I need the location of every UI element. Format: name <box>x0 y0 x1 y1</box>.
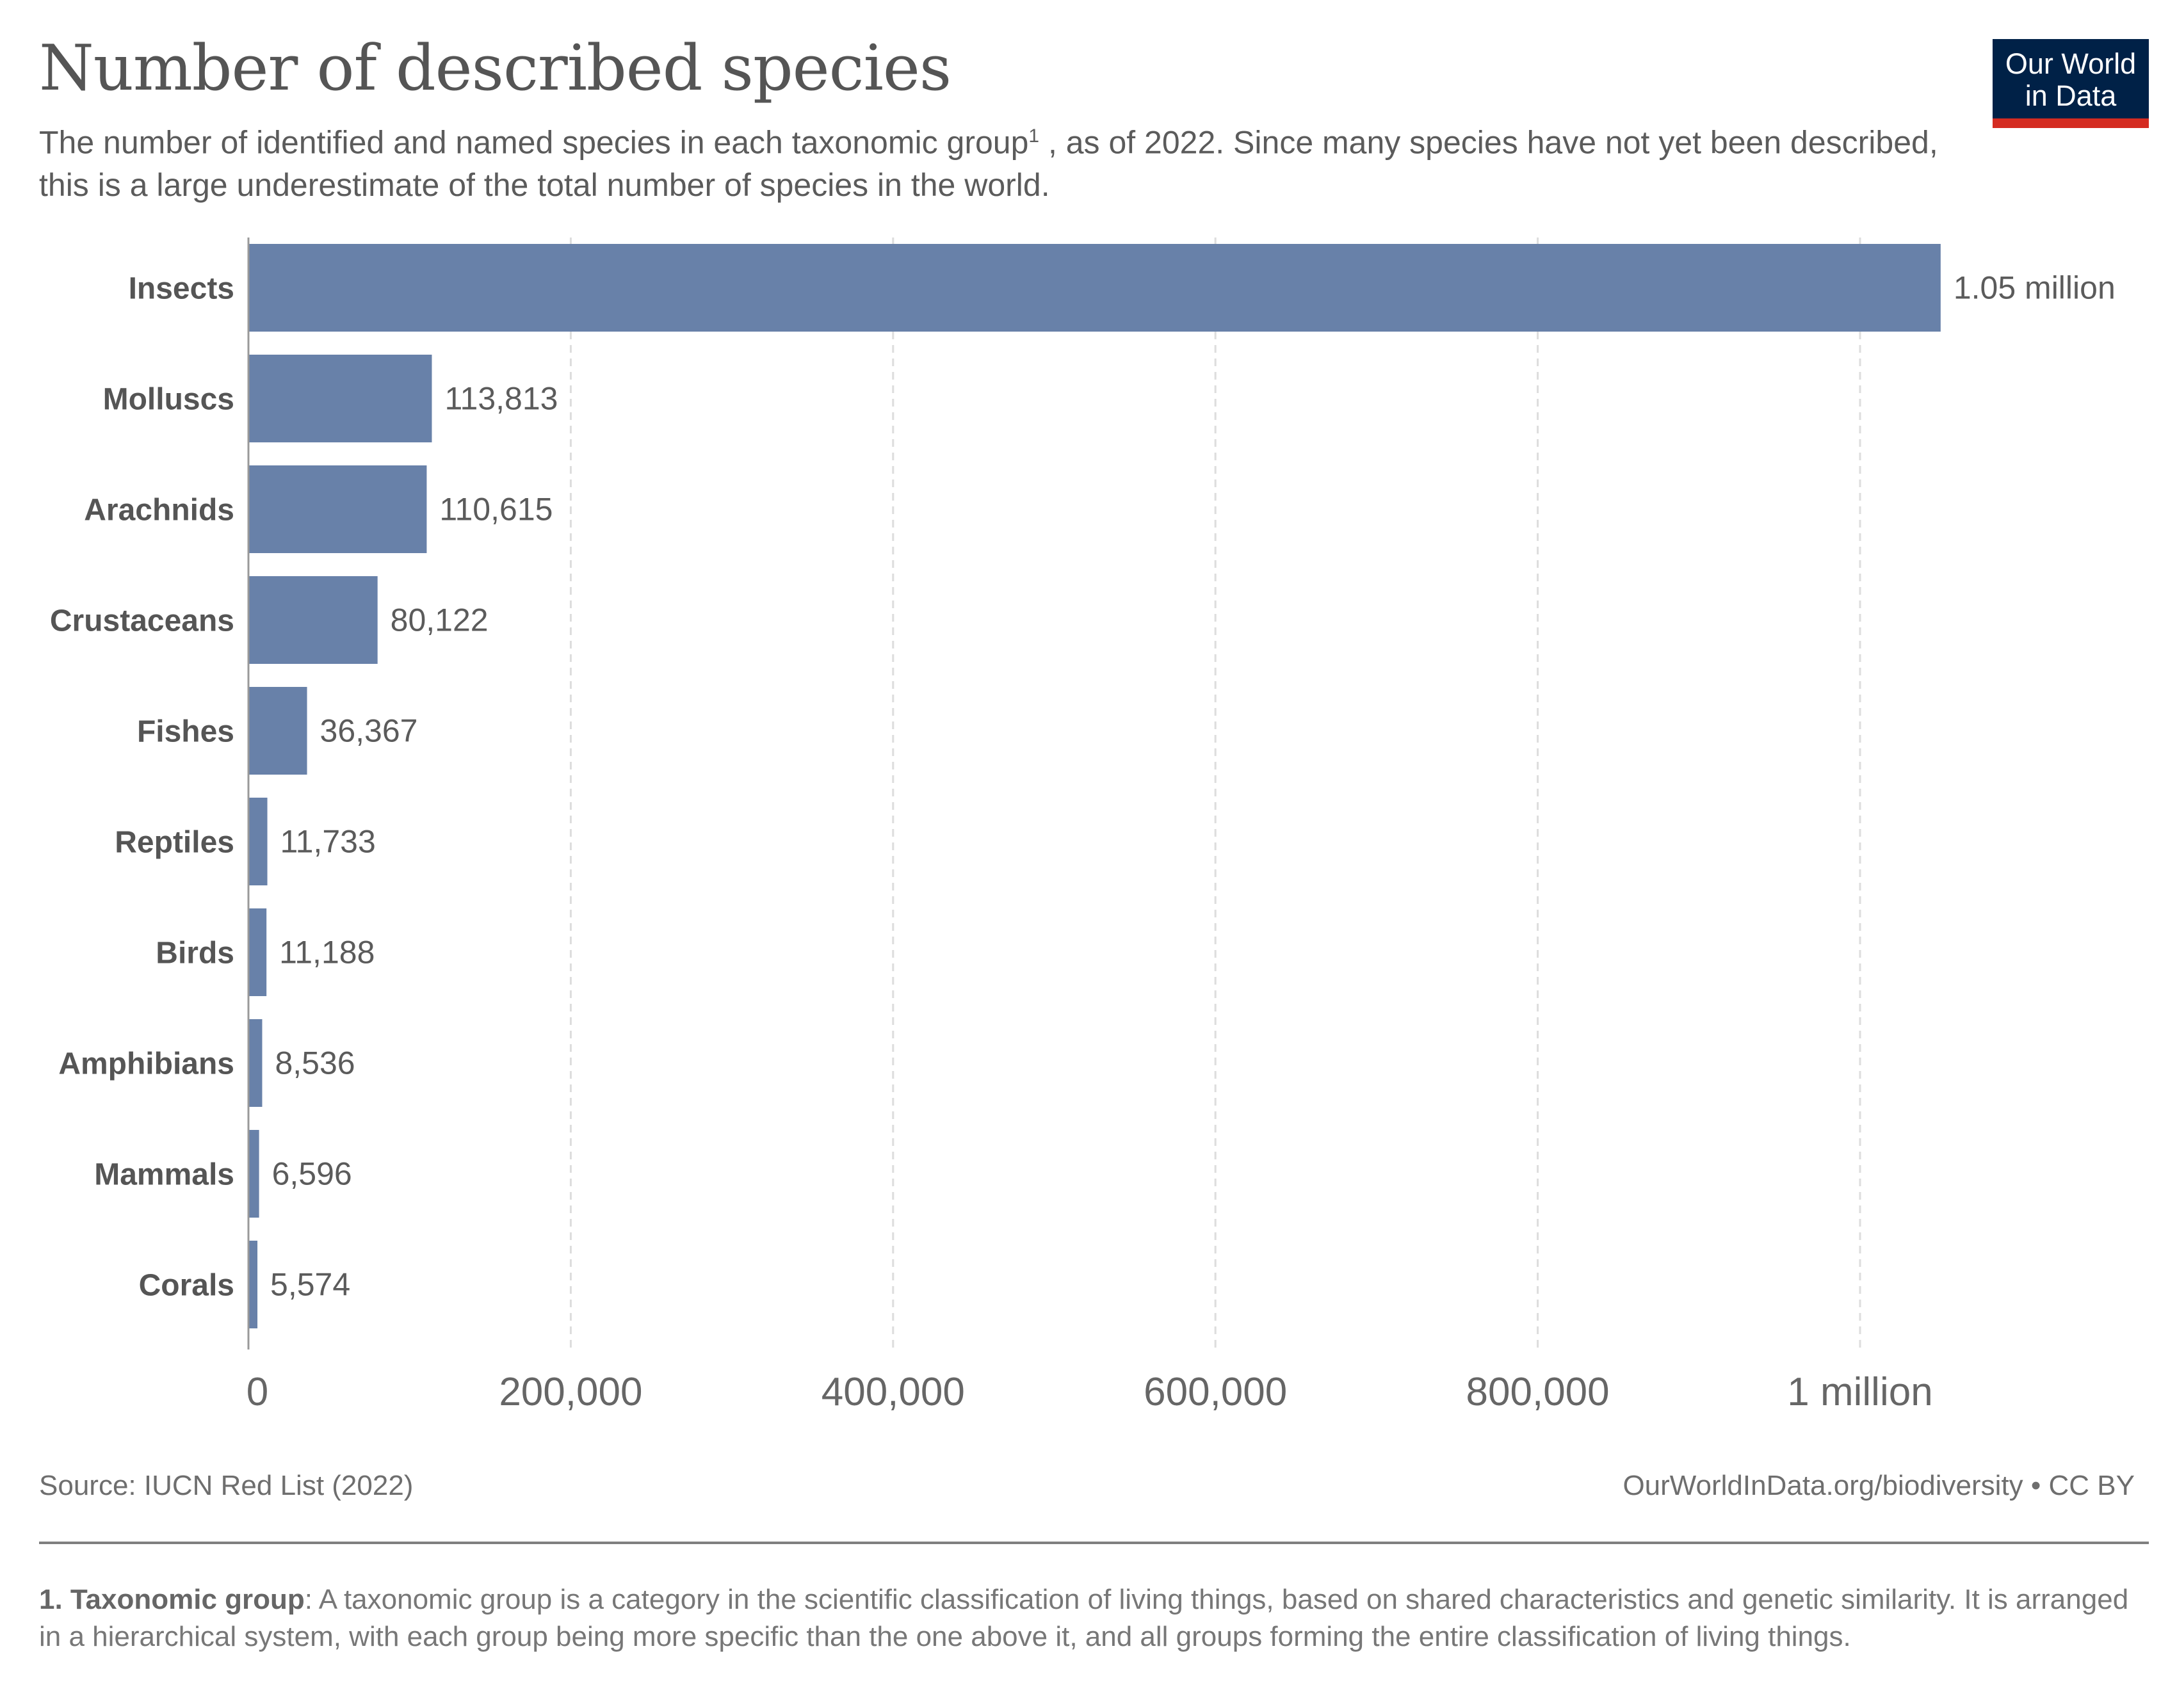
category-label: Amphibians <box>58 1047 234 1081</box>
category-label: Fishes <box>137 715 234 749</box>
footnote-term: 1. Taxonomic group <box>39 1584 305 1615</box>
data-label: 80,122 <box>391 602 489 638</box>
data-label: 36,367 <box>320 713 418 749</box>
data-label: 110,615 <box>439 492 553 528</box>
category-label: Corals <box>139 1269 234 1303</box>
bar-arachnids <box>248 465 427 553</box>
bar-fishes <box>248 687 307 775</box>
bar-corals <box>248 1241 258 1328</box>
bar-insects <box>248 244 1941 332</box>
data-label: 1.05 million <box>1954 270 2116 306</box>
source-link[interactable]: OurWorldInData.org/biodiversity • CC BY <box>1623 1470 2135 1501</box>
logo-red-bar <box>1993 118 2149 128</box>
x-tick-label: 0 <box>247 1370 268 1414</box>
footnote-ref[interactable]: 1 <box>1028 125 1040 147</box>
data-label: 113,813 <box>444 381 558 417</box>
footnote-text: : A taxonomic group is a category in the… <box>39 1584 2129 1652</box>
x-tick-label: 200,000 <box>499 1370 642 1414</box>
category-label: Crustaceans <box>50 604 234 638</box>
x-tick-label: 1 million <box>1787 1370 1932 1414</box>
data-label: 6,596 <box>272 1156 352 1192</box>
logo-line-1: Our World <box>2005 47 2137 80</box>
bar-birds <box>248 908 267 996</box>
subtitle-text-2: , as of 2022. Since many species have no… <box>39 124 1938 203</box>
subtitle-text: The number of identified and named speci… <box>39 124 1029 161</box>
bar-reptiles <box>248 798 268 885</box>
x-tick-label: 600,000 <box>1144 1370 1287 1414</box>
category-label: Arachnids <box>84 494 234 528</box>
logo-line-2: in Data <box>2025 79 2117 112</box>
footnote: 1. Taxonomic group: A taxonomic group is… <box>39 1581 2152 1656</box>
data-label: 11,188 <box>279 935 375 971</box>
bar-crustaceans <box>248 576 378 664</box>
bar-mammals <box>248 1130 259 1218</box>
category-label: Insects <box>129 272 234 306</box>
data-label: 5,574 <box>270 1267 350 1303</box>
bar-amphibians <box>248 1019 263 1107</box>
footer-divider <box>39 1542 2149 1544</box>
category-label: Mammals <box>94 1158 234 1192</box>
chart-subtitle: The number of identified and named speci… <box>39 115 1960 206</box>
x-tick-label: 800,000 <box>1466 1370 1610 1414</box>
source-text: Source: IUCN Red List (2022) <box>39 1470 414 1501</box>
x-tick-label: 400,000 <box>821 1370 965 1414</box>
data-label: 8,536 <box>275 1045 355 1081</box>
category-label: Molluscs <box>103 383 234 417</box>
category-label: Reptiles <box>115 826 234 860</box>
data-label: 11,733 <box>280 824 376 860</box>
category-label: Birds <box>156 937 234 971</box>
owid-logo[interactable]: Our World in Data <box>1993 39 2149 128</box>
chart-title: Number of described species <box>39 32 951 105</box>
bar-molluscs <box>248 355 432 442</box>
